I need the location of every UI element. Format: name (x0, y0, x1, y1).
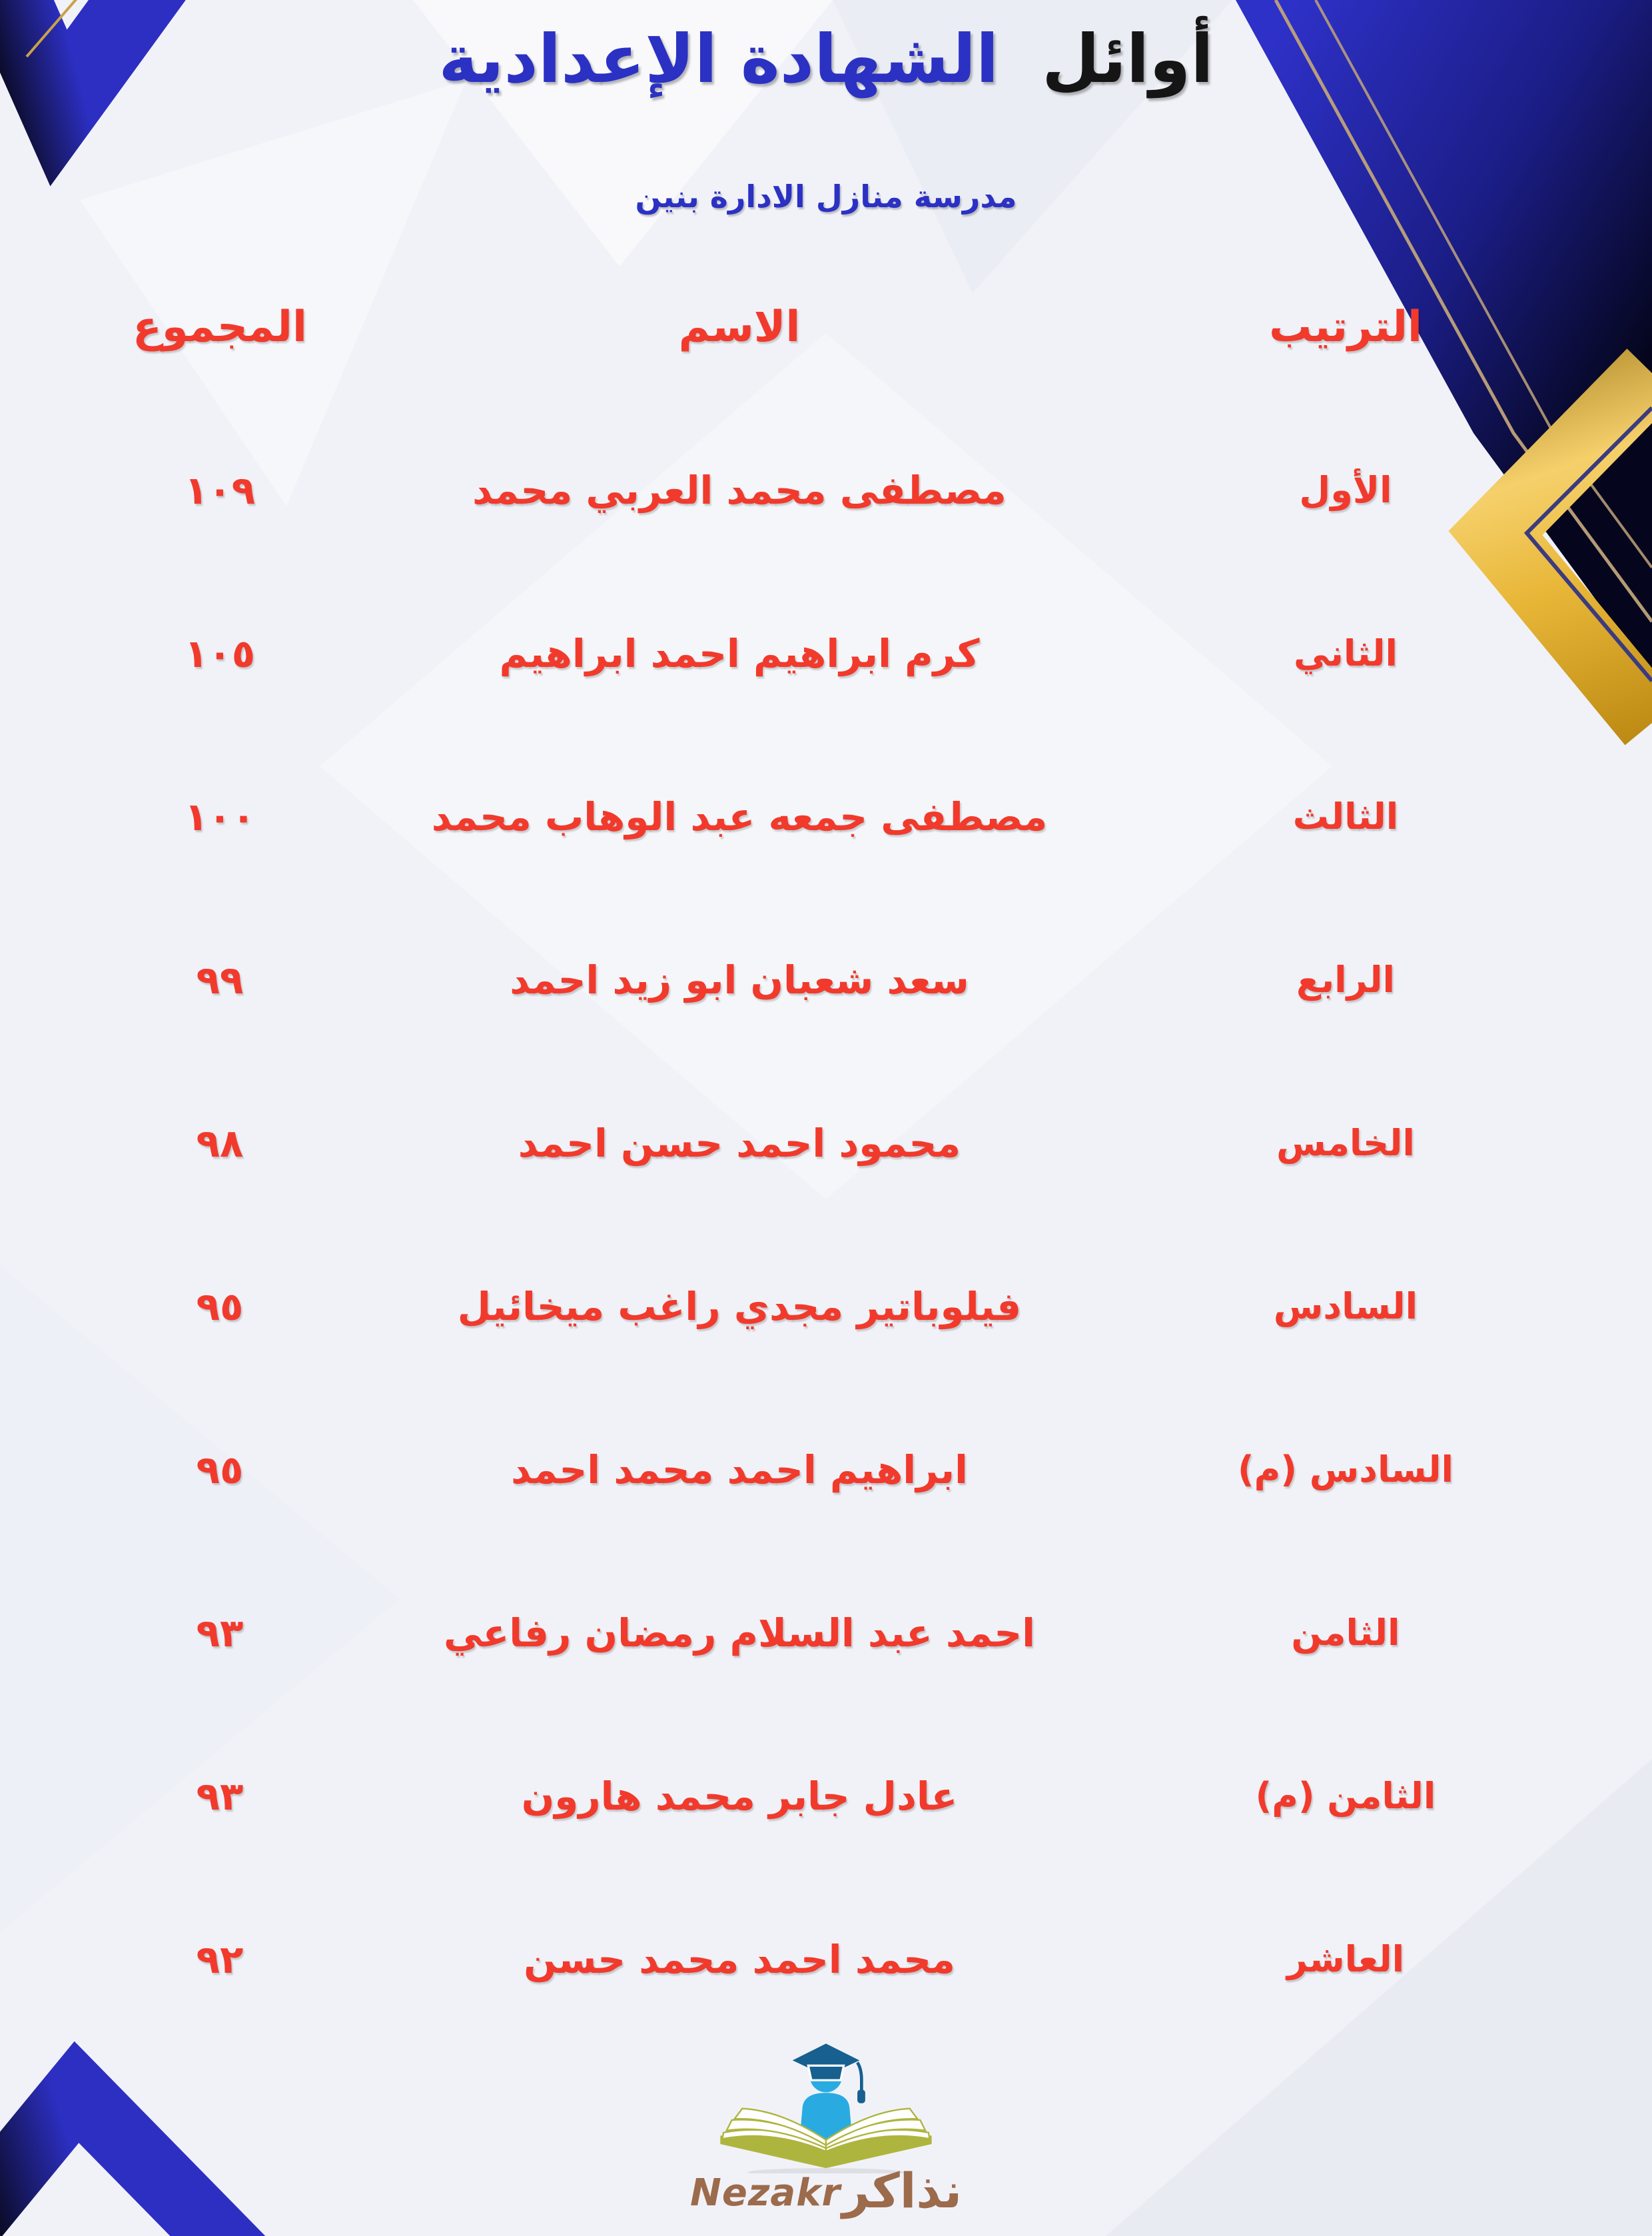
book-pages-left (721, 2107, 827, 2153)
rank-cell: الرابع (1296, 959, 1396, 1001)
total-cell: ٩٣ (196, 1610, 244, 1656)
total-cell: ١٠٩ (184, 467, 256, 513)
name-cell: عادل جابر محمد هارون (521, 1773, 958, 1819)
total-cell: ١٠٥ (184, 630, 256, 676)
logo-wordmark: Nezakr نذاكر (690, 2167, 962, 2220)
table-row: السادس (م) ابراهيم احمد محمد احمد ٩٥ (40, 1388, 1612, 1551)
table-row: العاشر محمد احمد محمد حسن ٩٢ (40, 1878, 1612, 2041)
header-name: الاسم (678, 302, 801, 352)
header-total: المجموع (133, 302, 307, 352)
rank-cell: الثامن (1291, 1612, 1400, 1654)
rank-cell: العاشر (1286, 1938, 1405, 1980)
total-cell: ٩٨ (196, 1120, 244, 1166)
table-row: الرابع سعد شعبان ابو زيد احمد ٩٩ (40, 898, 1612, 1061)
rank-cell: الخامس (1276, 1122, 1415, 1164)
total-cell: ٩٩ (196, 957, 244, 1003)
name-cell: سعد شعبان ابو زيد احمد (510, 957, 969, 1003)
logo-text-arabic: نذاكر (842, 2163, 963, 2219)
total-cell: ١٠٠ (184, 794, 256, 839)
table-row: الخامس محمود احمد حسن احمد ٩٨ (40, 1061, 1612, 1225)
book-pages-right (825, 2107, 931, 2153)
header-rank: الترتيب (1269, 302, 1422, 352)
name-cell: محمود احمد حسن احمد (518, 1120, 961, 1166)
table-header-row: الترتيب الاسم المجموع (40, 245, 1612, 408)
rank-cell: الأول (1299, 469, 1392, 511)
rank-cell: السادس (1273, 1285, 1418, 1327)
table-row: السادس فيلوباتير مجدي راغب ميخائيل ٩٥ (40, 1225, 1612, 1388)
table-body: الأول مصطفى محمد العربي محمد ١٠٩ الثاني … (40, 408, 1612, 2041)
total-cell: ٩٣ (196, 1773, 244, 1819)
title-words-blue: الشهادة الإعدادية (438, 20, 999, 98)
table-row: الأول مصطفى محمد العربي محمد ١٠٩ (40, 408, 1612, 572)
table-row: الثالث مصطفى جمعه عبد الوهاب محمد ١٠٠ (40, 735, 1612, 898)
total-cell: ٩٢ (196, 1936, 244, 1982)
name-cell: احمد عبد السلام رمضان رفاعي (443, 1610, 1036, 1656)
tassel-icon (856, 2061, 863, 2091)
rank-cell: الثامن (م) (1255, 1775, 1436, 1817)
name-cell: مصطفى محمد العربي محمد (472, 467, 1007, 513)
table-row: الثاني كرم ابراهيم احمد ابراهيم ١٠٥ (40, 572, 1612, 735)
school-name: مدرسة منازل الادارة بنين (635, 179, 1017, 215)
total-cell: ٩٥ (196, 1446, 244, 1492)
logo-text-latin: Nezakr (689, 2171, 841, 2215)
graduation-cap-band (807, 2064, 845, 2081)
rank-cell: الثالث (1292, 796, 1399, 838)
rank-cell: الثاني (1293, 632, 1398, 674)
book-shadow (747, 2168, 905, 2173)
nezakr-logo-graphic (720, 2043, 932, 2173)
name-cell: محمد احمد محمد حسن (524, 1936, 955, 1982)
page-title: أوائل الشهادة الإعدادية (0, 9, 1652, 109)
rank-cell: السادس (م) (1238, 1448, 1453, 1490)
table-row: الثامن (م) عادل جابر محمد هارون ٩٣ (40, 1714, 1612, 1878)
title-word-black: أوائل (1042, 20, 1214, 98)
total-cell: ٩٥ (196, 1283, 244, 1329)
nezakr-logo: Nezakr نذاكر (690, 2032, 962, 2220)
name-cell: فيلوباتير مجدي راغب ميخائيل (457, 1283, 1022, 1329)
table-row: الثامن احمد عبد السلام رمضان رفاعي ٩٣ (40, 1551, 1612, 1714)
name-cell: مصطفى جمعه عبد الوهاب محمد (431, 794, 1048, 839)
tassel-bob (857, 2089, 865, 2103)
results-table: الترتيب الاسم المجموع الأول مصطفى محمد ا… (40, 245, 1612, 2041)
name-cell: ابراهيم احمد محمد احمد (511, 1446, 968, 1492)
bottom-left-chevron (0, 2041, 266, 2236)
name-cell: كرم ابراهيم احمد ابراهيم (499, 630, 980, 676)
